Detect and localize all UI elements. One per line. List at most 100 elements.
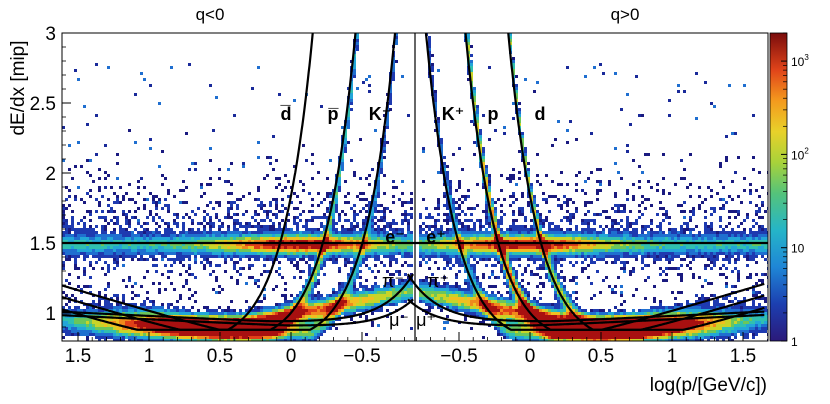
heat-cell [410, 201, 413, 204]
heat-cell [455, 285, 458, 288]
heat-cell [470, 228, 473, 231]
heat-cell [326, 234, 329, 237]
heat-cell [323, 297, 326, 300]
heat-cell [323, 258, 326, 261]
heat-cell [374, 222, 377, 225]
heat-cell [362, 246, 365, 249]
heat-cell [92, 330, 95, 333]
heat-cell [449, 219, 452, 222]
heat-cell [302, 255, 305, 258]
heat-cell [353, 261, 356, 264]
heat-cell [281, 309, 284, 312]
heat-cell [473, 93, 476, 96]
heat-cell [383, 225, 386, 228]
heat-cell [122, 264, 125, 267]
heat-cell [257, 234, 260, 237]
heat-cell [485, 198, 488, 201]
heat-cell [311, 240, 314, 243]
heat-cell [65, 186, 68, 189]
heat-cell [509, 174, 512, 177]
heat-cell [311, 321, 314, 324]
heat-cell [143, 234, 146, 237]
heat-cell [473, 303, 476, 306]
heat-cell [296, 249, 299, 252]
heat-cell [125, 312, 128, 315]
heat-cell [116, 177, 119, 180]
heat-cell [359, 297, 362, 300]
heat-cell [128, 333, 131, 336]
heat-cell [200, 255, 203, 258]
heat-cell [116, 315, 119, 318]
heat-cell [80, 165, 83, 168]
heat-cell [266, 252, 269, 255]
heat-cell [395, 240, 398, 243]
heat-cell [404, 246, 407, 249]
heat-cell [518, 117, 521, 120]
heat-cell [374, 297, 377, 300]
heat-cell [476, 249, 479, 252]
heat-cell [185, 132, 188, 135]
heat-cell [209, 240, 212, 243]
heat-cell [335, 186, 338, 189]
heat-cell [89, 264, 92, 267]
heat-cell [191, 315, 194, 318]
heat-cell [407, 243, 410, 246]
heat-cell [488, 216, 491, 219]
heat-cell [143, 243, 146, 246]
heat-cell [152, 249, 155, 252]
heat-cell [281, 306, 284, 309]
heat-cell [185, 249, 188, 252]
heat-cell [392, 240, 395, 243]
heat-cell [68, 252, 71, 255]
heat-cell [353, 285, 356, 288]
heat-cell [461, 237, 464, 240]
heat-cell [122, 312, 125, 315]
heat-cell [383, 300, 386, 303]
heat-cell [170, 333, 173, 336]
heat-cell [380, 156, 383, 159]
heat-cell [500, 300, 503, 303]
heat-cell [410, 285, 413, 288]
heat-cell [236, 261, 239, 264]
heat-cell [464, 270, 467, 273]
heat-cell [392, 234, 395, 237]
heat-cell [215, 252, 218, 255]
heat-cell [458, 249, 461, 252]
heat-cell [221, 333, 224, 336]
heat-cell [335, 204, 338, 207]
heat-cell [203, 237, 206, 240]
heat-cell [209, 216, 212, 219]
heat-cell [74, 228, 77, 231]
heat-cell [512, 336, 515, 339]
heat-cell [407, 234, 410, 237]
heat-cell [521, 141, 524, 144]
heat-cell [167, 327, 170, 330]
heat-cell [254, 258, 257, 261]
heat-cell [332, 297, 335, 300]
heat-cell [188, 63, 191, 66]
heat-cell [119, 234, 122, 237]
heat-cell [509, 246, 512, 249]
heat-cell [389, 288, 392, 291]
heat-cell [335, 231, 338, 234]
heat-cell [155, 333, 158, 336]
heat-cell [455, 225, 458, 228]
heat-cell [449, 249, 452, 252]
heat-cell [173, 306, 176, 309]
heat-cell [152, 327, 155, 330]
heat-cell [299, 339, 302, 341]
heat-cell [332, 219, 335, 222]
heat-cell [176, 306, 179, 309]
heat-cell [380, 204, 383, 207]
heat-cell [344, 231, 347, 234]
heat-cell [515, 339, 518, 341]
heat-cell [296, 252, 299, 255]
heat-cell [209, 201, 212, 204]
heat-cell [347, 312, 350, 315]
heat-cell [392, 300, 395, 303]
heat-cell [266, 339, 269, 341]
heat-cell [278, 225, 281, 228]
heat-cell [494, 249, 497, 252]
heat-cell [287, 252, 290, 255]
heat-cell [455, 228, 458, 231]
